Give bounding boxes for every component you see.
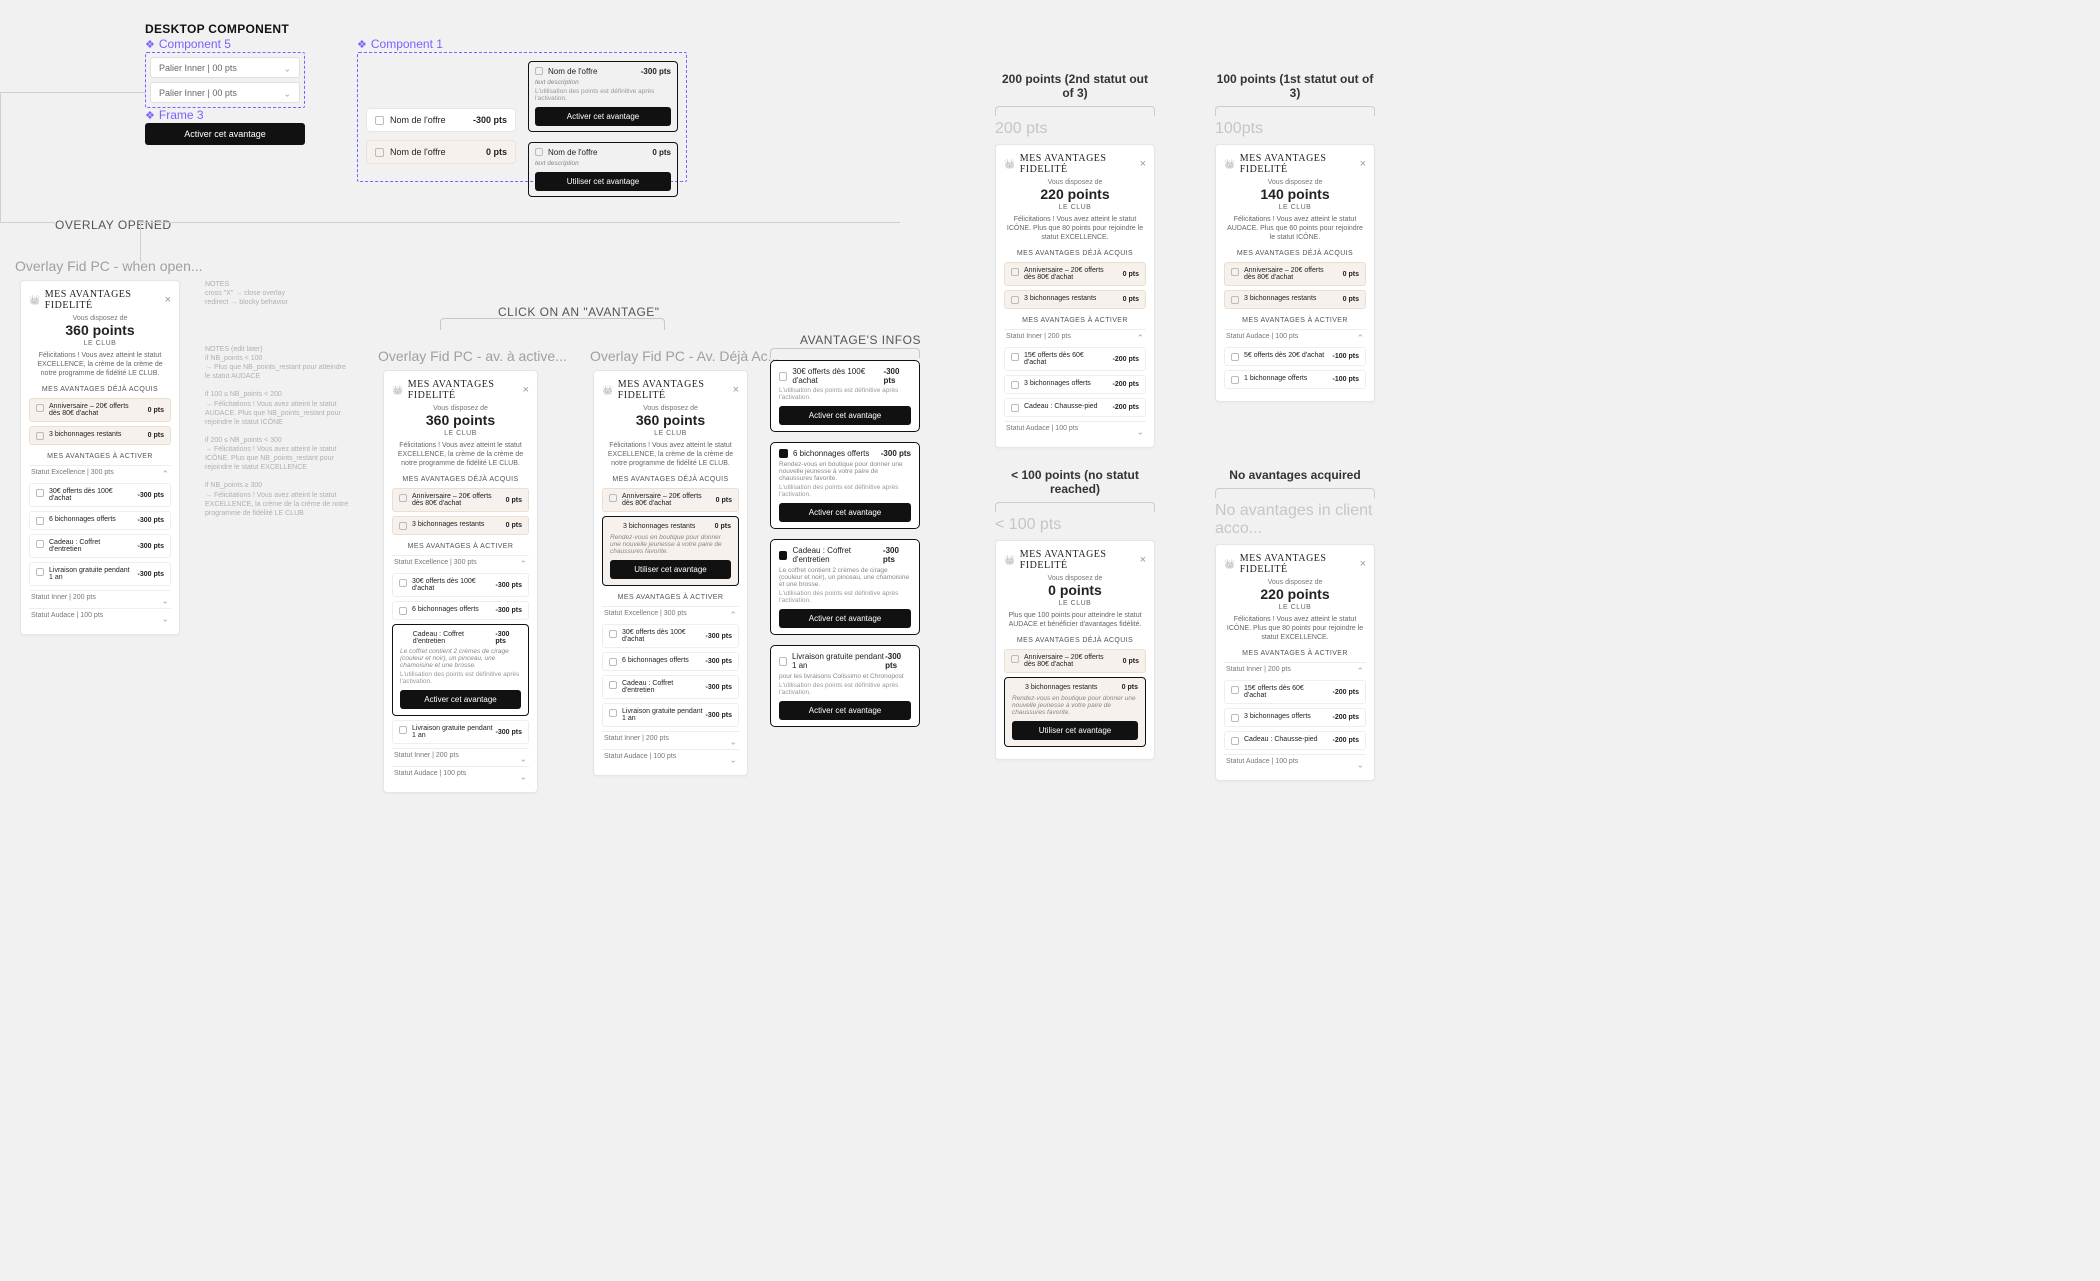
info-card: 30€ offerts dès 100€ d'achat-300 pts L'u… bbox=[770, 360, 920, 432]
frame-3-label: Frame 3 bbox=[145, 108, 204, 122]
use-button[interactable]: Utiliser cet avantage bbox=[535, 172, 671, 191]
col-200: 200 points (2nd statut out of 3) 200 pts… bbox=[995, 72, 1155, 448]
activate-button[interactable]: Activer cet avantage bbox=[779, 406, 911, 425]
palier-row[interactable]: Palier Inner | 00 pts bbox=[150, 57, 300, 78]
expanded-acquired: 3 bichonnages restants0 pts Rendez-vous … bbox=[1004, 677, 1146, 747]
chevron-down-icon bbox=[161, 612, 169, 623]
overlay-opened-label: OVERLAY OPENED bbox=[55, 218, 172, 232]
offer-row[interactable]: Nom de l'offre-300 pts bbox=[366, 108, 516, 132]
activate-button[interactable]: Activer cet avantage bbox=[145, 123, 305, 145]
activate-row[interactable]: 30€ offerts dès 100€ d'achat-300 pts bbox=[29, 483, 171, 507]
variant-acquired-label: Overlay Fid PC - Av. Déjà Ac... bbox=[590, 348, 779, 364]
panel-title: MES AVANTAGES FIDELITÉ bbox=[29, 289, 165, 311]
overlay-main-artboard-label: Overlay Fid PC - when open... bbox=[15, 258, 203, 274]
component-1-label: Component 1 bbox=[357, 37, 443, 51]
panel-0: MES AVANTAGES FIDELITÉ× Vous disposez de… bbox=[995, 540, 1155, 760]
close-icon[interactable]: × bbox=[1140, 554, 1146, 566]
overlay-panel-activate: MES AVANTAGES FIDELITÉ× Vous disposez de… bbox=[383, 370, 538, 793]
col-none: No avantages acquired No avantages in cl… bbox=[1215, 468, 1375, 781]
infos-section-label: AVANTAGE'S INFOS bbox=[800, 333, 921, 347]
infos-column: 30€ offerts dès 100€ d'achat-300 pts L'u… bbox=[770, 360, 920, 737]
overlay-panel-main: MES AVANTAGES FIDELITÉ × Vous disposez d… bbox=[20, 280, 180, 635]
checkbox-icon[interactable] bbox=[375, 148, 384, 157]
close-icon[interactable]: × bbox=[1360, 158, 1366, 170]
activate-button[interactable]: Activer cet avantage bbox=[779, 701, 911, 720]
panel-none: MES AVANTAGES FIDELITÉ× Vous disposez de… bbox=[1215, 544, 1375, 781]
offer-expanded-cream: Nom de l'offre0 pts text description Uti… bbox=[528, 142, 678, 197]
section-title: DESKTOP COMPONENT bbox=[145, 22, 289, 36]
points-value: 360 points bbox=[29, 322, 171, 338]
component-5-label: Component 5 bbox=[145, 37, 231, 51]
col-100: 100 points (1st statut out of 3) 100pts … bbox=[1215, 72, 1375, 402]
tier-header[interactable]: Statut Excellence | 300 pts bbox=[29, 465, 171, 483]
activate-button[interactable]: Activer cet avantage bbox=[779, 503, 911, 522]
bracket bbox=[440, 318, 665, 330]
variant-activate-label: Overlay Fid PC - av. à active... bbox=[378, 348, 567, 364]
info-card: 6 bichonnages offerts-300 pts Rendez-vou… bbox=[770, 442, 920, 529]
expanded-acquired: 3 bichonnages restants0 pts Rendez-vous … bbox=[602, 516, 739, 586]
overlay-panel-acquired: MES AVANTAGES FIDELITÉ× Vous disposez de… bbox=[593, 370, 748, 776]
checkbox-icon[interactable] bbox=[535, 148, 543, 156]
chevron-down-icon bbox=[283, 62, 291, 73]
annotation-note: NOTES (edit later) if NB_points < 100 → … bbox=[205, 345, 350, 518]
tier-row[interactable]: Statut Inner | 200 pts bbox=[29, 590, 171, 608]
tier-row[interactable]: Statut Audace | 100 pts bbox=[29, 608, 171, 626]
panel-100: MES AVANTAGES FIDELITÉ× Vous disposez de… bbox=[1215, 144, 1375, 402]
component-5: Palier Inner | 00 pts Palier Inner | 00 … bbox=[145, 52, 305, 108]
use-button[interactable]: Utiliser cet avantage bbox=[1012, 721, 1138, 740]
chevron-down-icon bbox=[161, 594, 169, 605]
col-0: < 100 points (no statut reached) < 100 p… bbox=[995, 468, 1155, 760]
close-icon[interactable]: × bbox=[523, 384, 529, 396]
panel-200: MES AVANTAGES FIDELITÉ× Vous disposez de… bbox=[995, 144, 1155, 448]
activate-button[interactable]: Activer cet avantage bbox=[779, 609, 911, 628]
annotation-note: NOTES cross "X" → close overlay redirect… bbox=[205, 280, 295, 307]
checkbox-icon[interactable] bbox=[375, 116, 384, 125]
activate-button[interactable]: Activer cet avantage bbox=[535, 107, 671, 126]
click-section-label: CLICK ON AN "AVANTAGE" bbox=[498, 305, 660, 319]
close-icon[interactable]: × bbox=[1140, 158, 1146, 170]
offer-row-cream[interactable]: Nom de l'offre0 pts bbox=[366, 140, 516, 164]
chevron-down-icon bbox=[283, 87, 291, 98]
activate-button[interactable]: Activer cet avantage bbox=[400, 690, 521, 709]
close-icon[interactable]: × bbox=[165, 294, 171, 306]
info-card: Cadeau : Coffret d'entretien-300 pts Le … bbox=[770, 539, 920, 635]
close-icon[interactable]: × bbox=[1360, 558, 1366, 570]
component-1: Nom de l'offre-300 pts Nom de l'offre0 p… bbox=[357, 52, 687, 182]
acquired-row[interactable]: 3 bichonnages restants0 pts bbox=[29, 426, 171, 445]
close-icon[interactable]: × bbox=[733, 384, 739, 396]
offer-expanded: Nom de l'offre-300 pts text description … bbox=[528, 61, 678, 132]
activate-row[interactable]: Cadeau : Coffret d'entretien-300 pts bbox=[29, 534, 171, 558]
info-card: Livraison gratuite pendant 1 an-300 pts … bbox=[770, 645, 920, 727]
activate-row[interactable]: Livraison gratuite pendant 1 an-300 pts bbox=[29, 562, 171, 586]
palier-row[interactable]: Palier Inner | 00 pts bbox=[150, 82, 300, 103]
activate-row[interactable]: 6 bichonnages offerts-300 pts bbox=[29, 511, 171, 530]
expanded-offer: Cadeau : Coffret d'entretien-300 pts Le … bbox=[392, 624, 529, 716]
acquired-row[interactable]: Anniversaire – 20€ offerts dès 80€ d'ach… bbox=[29, 398, 171, 422]
use-button[interactable]: Utiliser cet avantage bbox=[610, 560, 731, 579]
chevron-up-icon bbox=[161, 469, 169, 480]
checkbox-icon[interactable] bbox=[535, 67, 543, 75]
